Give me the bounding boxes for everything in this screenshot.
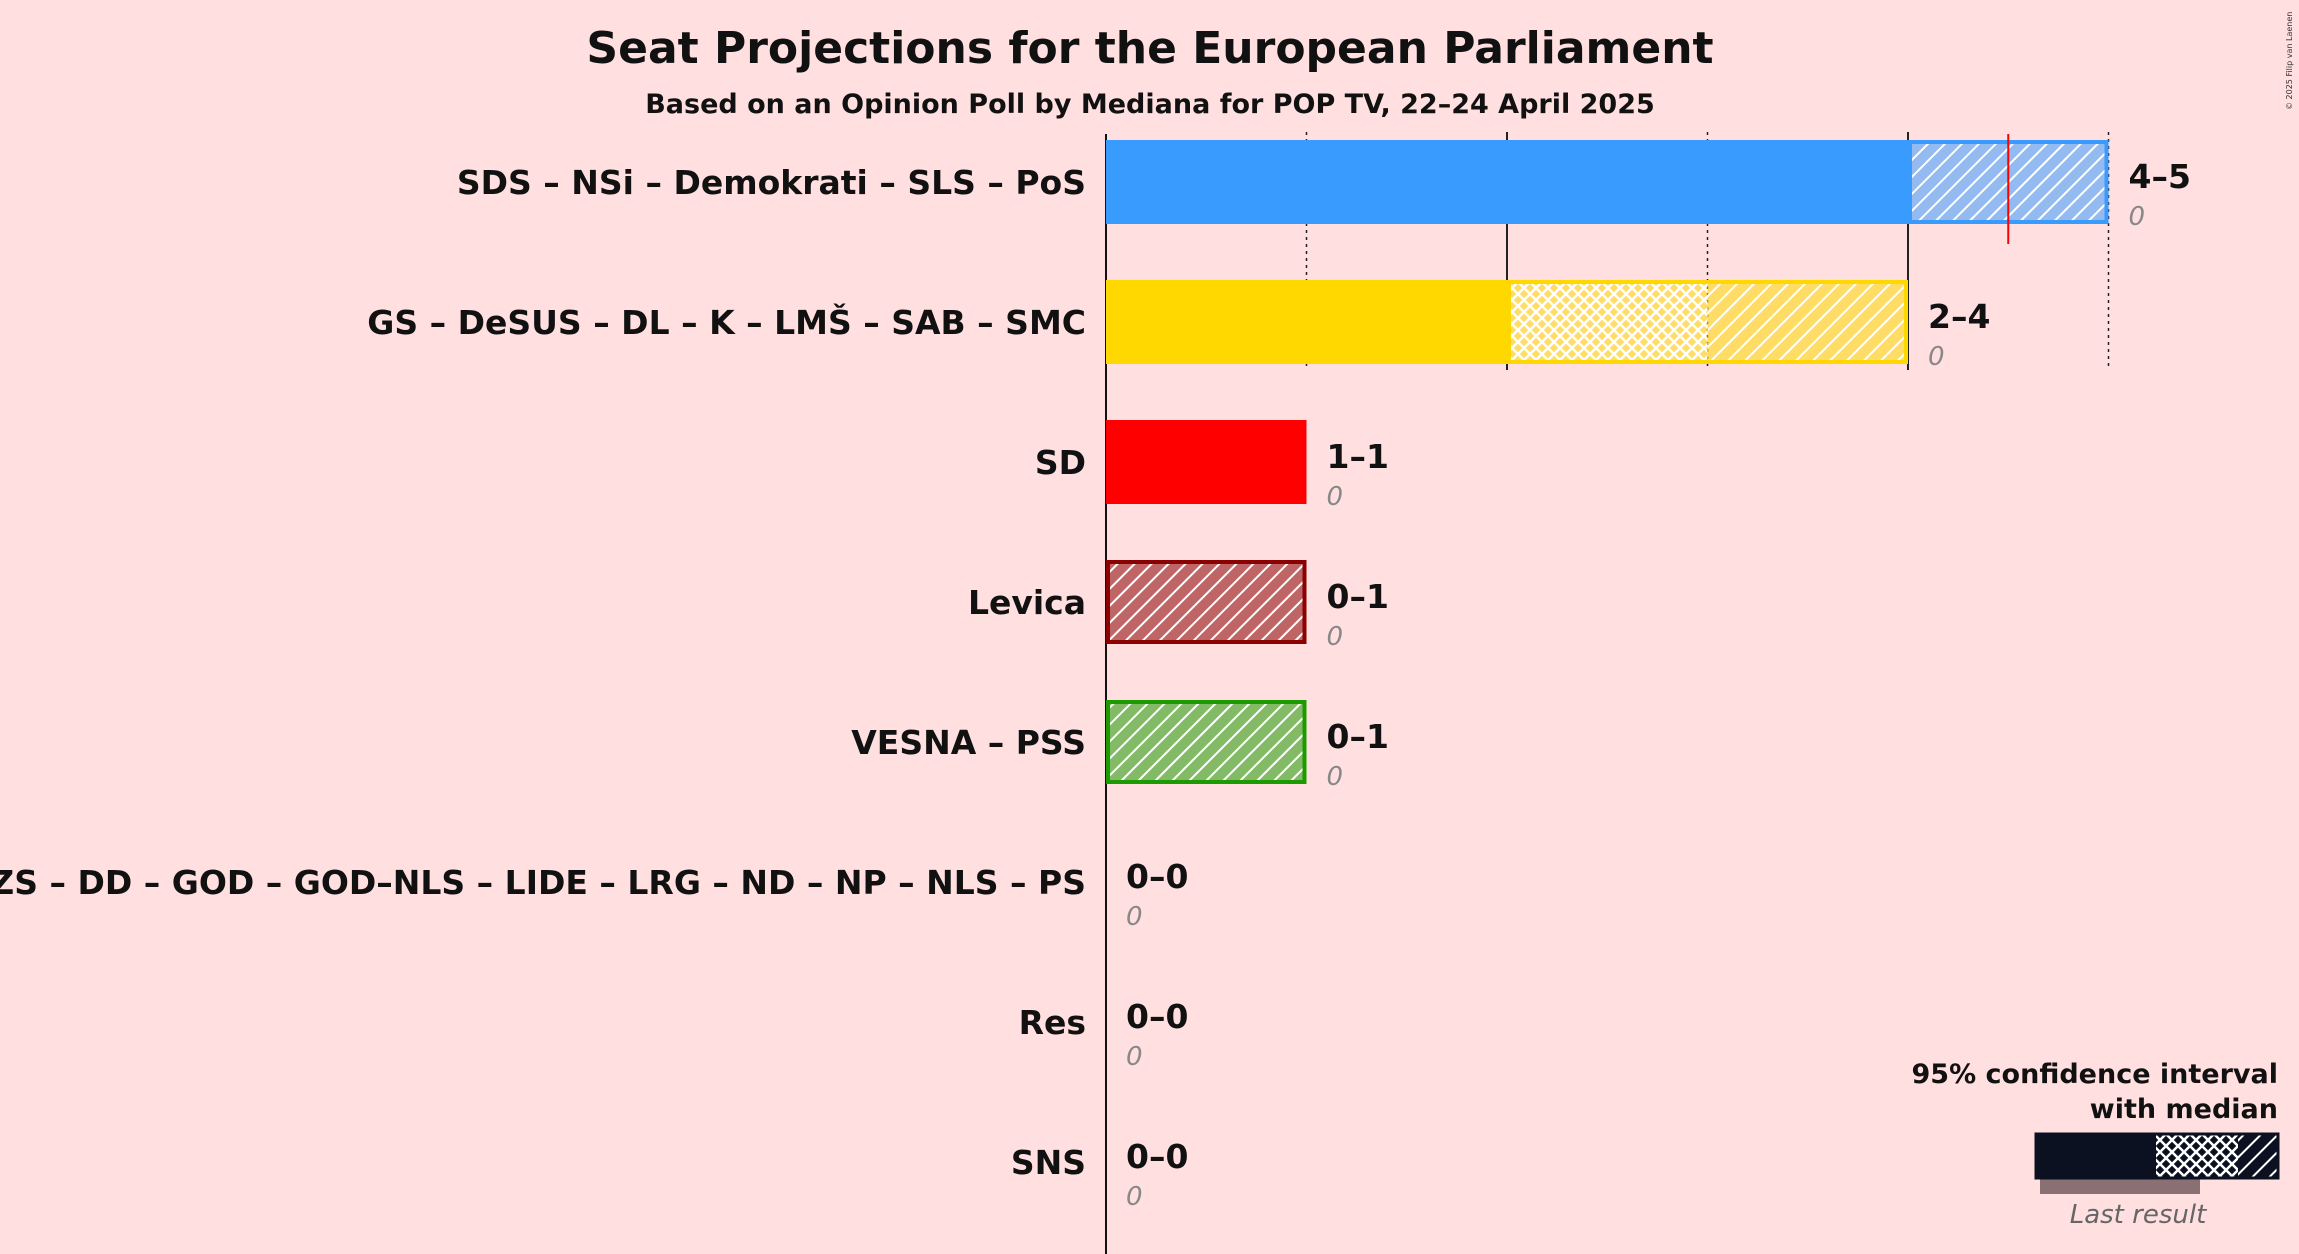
bar-ci-lower-pattern — [1507, 280, 1708, 364]
range-label: 4–5 — [2129, 157, 2191, 196]
chart-subtitle: Based on an Opinion Poll by Mediana for … — [645, 89, 1655, 120]
last-result-label: 0 — [1126, 1042, 1143, 1072]
category-label: ZS – DD – GOD – GOD–NLS – LIDE – LRG – N… — [0, 863, 1086, 902]
category-label: VESNA – PSS — [851, 723, 1086, 762]
legend-last-result-label: Last result — [2070, 1200, 2207, 1230]
bar-solid — [1106, 140, 1908, 224]
range-label: 0–1 — [1327, 717, 1389, 756]
legend-line-2: with median — [2090, 1094, 2278, 1125]
last-result-label: 0 — [1126, 1182, 1143, 1212]
bar-outline — [1106, 700, 1307, 784]
bars-layer — [1106, 134, 2109, 784]
category-label: SNS — [1011, 1143, 1086, 1182]
range-label: 2–4 — [1928, 297, 1990, 336]
category-label: Levica — [968, 583, 1086, 622]
legend-ci-upper-pattern — [2238, 1134, 2278, 1178]
legend: 95% confidence interval with median Last r… — [1912, 1059, 2280, 1230]
last-result-label: 0 — [1126, 902, 1143, 932]
bar-ci-upper-pattern — [1106, 700, 1307, 784]
last-result-label: 0 — [1327, 482, 1344, 512]
range-label: 0–0 — [1126, 1137, 1188, 1176]
bar-outline — [1106, 560, 1307, 644]
bar-solid — [1106, 280, 1507, 364]
range-label: 0–0 — [1126, 857, 1188, 896]
legend-outline — [2034, 1132, 2280, 1180]
category-label: Res — [1019, 1003, 1086, 1042]
last-result-label: 0 — [1327, 762, 1344, 792]
category-label: SD — [1035, 443, 1086, 482]
legend-line-1: 95% confidence interval — [1912, 1059, 2278, 1090]
range-label: 1–1 — [1327, 437, 1389, 476]
legend-ci-lower-pattern — [2156, 1134, 2238, 1178]
bar-ci-outline — [1507, 280, 1908, 364]
category-label: SDS – NSi – Demokrati – SLS – PoS — [457, 163, 1086, 202]
bar-ci-upper-pattern — [1707, 280, 1908, 364]
range-label: 0–1 — [1327, 577, 1389, 616]
bar-solid — [1106, 420, 1307, 504]
last-result-label: 0 — [2129, 202, 2146, 232]
copyright-note: © 2025 Filip van Laenen — [2285, 12, 2294, 110]
category-label: GS – DeSUS – DL – K – LMŠ – SAB – SMC — [367, 302, 1086, 342]
chart-title: Seat Projections for the European Parlia… — [586, 23, 1713, 74]
last-result-label: 0 — [1928, 342, 1945, 372]
range-label: 0–0 — [1126, 997, 1188, 1036]
last-result-label: 0 — [1327, 622, 1344, 652]
bar-ci-upper-pattern — [1106, 560, 1307, 644]
labels-layer: SDS – NSi – Demokrati – SLS – PoS 4–5 0 GS … — [0, 157, 2191, 1212]
legend-solid — [2036, 1134, 2156, 1178]
